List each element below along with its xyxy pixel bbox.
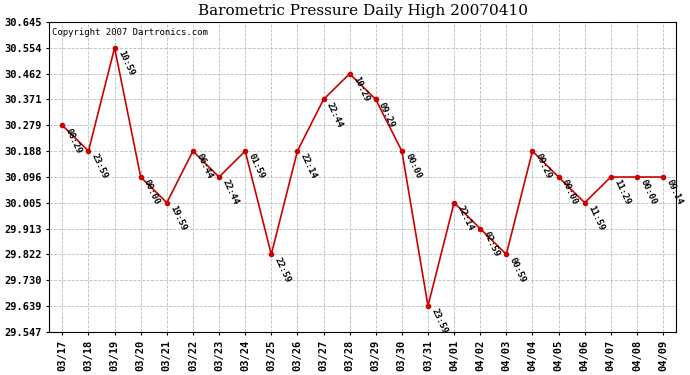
Text: 00:00: 00:00 <box>142 178 161 207</box>
Text: 00:00: 00:00 <box>560 178 580 207</box>
Text: 10:59: 10:59 <box>116 49 135 77</box>
Text: 00:00: 00:00 <box>403 153 423 181</box>
Text: 22:59: 22:59 <box>273 256 292 284</box>
Text: 09:29: 09:29 <box>377 101 397 129</box>
Text: 10:29: 10:29 <box>351 75 371 103</box>
Text: 00:00: 00:00 <box>638 178 658 207</box>
Title: Barometric Pressure Daily High 20070410: Barometric Pressure Daily High 20070410 <box>198 4 528 18</box>
Text: 01:59: 01:59 <box>246 153 266 181</box>
Text: 06:44: 06:44 <box>195 153 214 181</box>
Text: 09:29: 09:29 <box>534 153 553 181</box>
Text: 19:59: 19:59 <box>168 204 188 232</box>
Text: 22:14: 22:14 <box>299 153 318 181</box>
Text: 09:14: 09:14 <box>664 178 684 207</box>
Text: 23:59: 23:59 <box>90 153 110 181</box>
Text: 08:29: 08:29 <box>63 127 83 155</box>
Text: 23:59: 23:59 <box>429 308 449 336</box>
Text: 22:44: 22:44 <box>325 101 344 129</box>
Text: 22:44: 22:44 <box>220 178 240 207</box>
Text: 11:59: 11:59 <box>586 204 606 232</box>
Text: Copyright 2007 Dartronics.com: Copyright 2007 Dartronics.com <box>52 28 208 37</box>
Text: 00:59: 00:59 <box>508 256 527 284</box>
Text: 02:59: 02:59 <box>482 230 501 258</box>
Text: 11:29: 11:29 <box>612 178 631 207</box>
Text: 22:14: 22:14 <box>455 204 475 232</box>
